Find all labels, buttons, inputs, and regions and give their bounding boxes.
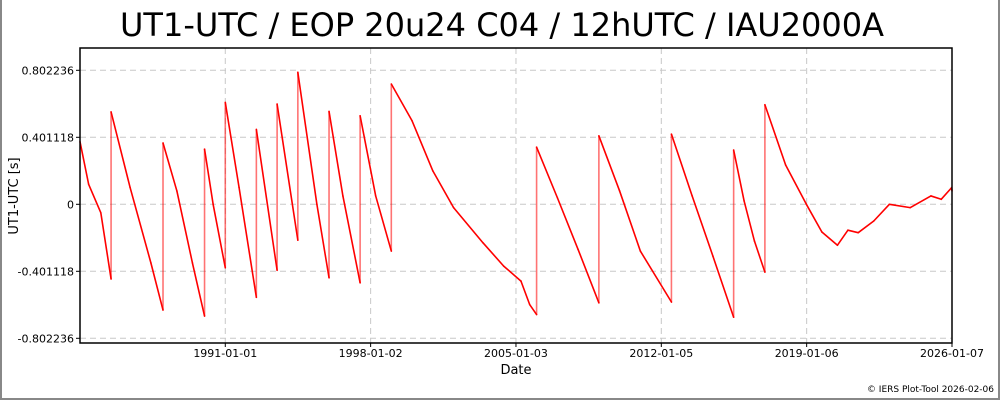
series-segment (87, 183, 102, 214)
series-segment (255, 128, 278, 272)
series-segment (598, 135, 621, 192)
x-tick-label: 2026-01-07 (920, 347, 984, 360)
series-segment (577, 248, 600, 304)
series-segment (482, 241, 505, 267)
series-segment (847, 229, 859, 234)
series-segment (191, 261, 206, 317)
series-segment (821, 231, 839, 247)
y-tick-label: 0.802236 (22, 64, 75, 77)
plot-frame (79, 47, 953, 344)
series-segment (359, 114, 377, 197)
series-segment (79, 140, 90, 186)
y-axis-ticks: -0.802236 -0.401118 0 0.401118 0.802236 (18, 64, 80, 345)
series-segment (743, 200, 756, 242)
series-segment (110, 111, 131, 189)
series-segment (732, 149, 745, 202)
series-segment (872, 203, 891, 222)
series-segment (520, 280, 531, 306)
series-segment (691, 195, 714, 257)
series-segment (618, 190, 642, 252)
series-segment (150, 261, 164, 311)
series-segment (805, 203, 823, 233)
y-axis-label: UT1-UTC [s] (7, 157, 22, 234)
series-segment (342, 195, 361, 284)
y-tick-label: 0.401118 (22, 131, 75, 144)
x-tick-label: 1998-01-02 (339, 347, 403, 360)
x-axis-ticks: 1991-01-01 1998-01-02 2005-01-03 2012-01-05… (193, 343, 984, 360)
series-segment (374, 195, 393, 252)
series-segment (238, 186, 258, 299)
series-segment (888, 203, 911, 209)
series-segment (452, 206, 484, 244)
y-tick-label: 0 (67, 198, 74, 211)
series-segment (502, 265, 522, 282)
series-segment (909, 195, 932, 209)
series-segment (411, 119, 434, 172)
y-tick-label: -0.802236 (18, 332, 74, 345)
series-segment (212, 203, 227, 269)
series-segment (940, 186, 953, 201)
series-segment (528, 303, 538, 316)
series-segment (930, 195, 943, 201)
series-segment (535, 146, 559, 199)
series-segment (556, 196, 579, 251)
series-segment (276, 103, 299, 242)
x-tick-label: 2012-01-05 (629, 347, 693, 360)
series-segment (784, 164, 808, 206)
series-segment (857, 220, 875, 234)
x-tick-label: 1991-01-01 (193, 347, 257, 360)
series-segment (764, 103, 787, 166)
series-segment (162, 142, 178, 192)
series-segment (639, 250, 673, 303)
series-segment (129, 186, 152, 264)
series-line (79, 71, 953, 319)
series-segment (432, 170, 455, 209)
series-segment (316, 203, 330, 279)
x-axis-label: Date (500, 363, 531, 378)
grid (80, 48, 953, 343)
chart-title: UT1-UTC / EOP 20u24 C04 / 12hUTC / IAU20… (120, 6, 884, 44)
x-tick-label: 2019-01-06 (775, 347, 839, 360)
series-segment (670, 133, 693, 197)
series-segment (712, 255, 735, 319)
series-segment (99, 211, 112, 280)
series-segment (224, 101, 240, 189)
series-segment (753, 240, 766, 273)
series-segment (297, 71, 318, 206)
footer-credit: © IERS Plot-Tool 2026-02-06 (867, 385, 994, 395)
series-segment (328, 110, 344, 197)
series-segment (176, 190, 194, 264)
series-segment (836, 229, 849, 247)
x-tick-label: 2005-01-03 (484, 347, 548, 360)
y-tick-label: -0.401118 (18, 265, 74, 278)
series-segment (390, 83, 413, 122)
series-segment (203, 148, 214, 206)
